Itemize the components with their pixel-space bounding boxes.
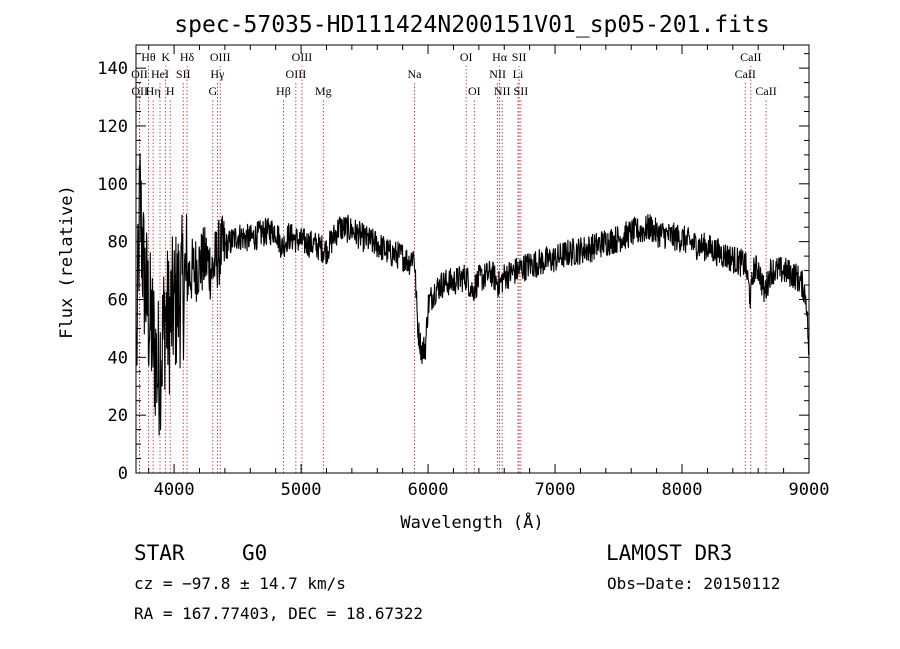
line-label: H bbox=[166, 84, 175, 98]
chart-title: spec-57035-HD111424N200151V01_sp05-201.f… bbox=[174, 12, 769, 38]
line-label: OII bbox=[131, 67, 148, 81]
line-label: CaII bbox=[740, 50, 761, 64]
x-axis-ticks: 4000 5000 6000 7000 8000 9000 bbox=[148, 45, 830, 500]
line-label: SII bbox=[176, 67, 191, 81]
line-label: SII bbox=[512, 50, 527, 64]
x-tick-label: 8000 bbox=[662, 480, 703, 500]
x-tick-label: 4000 bbox=[154, 480, 195, 500]
line-label: OI bbox=[468, 84, 481, 98]
line-label: CaII bbox=[755, 84, 776, 98]
y-tick-label: 0 bbox=[118, 464, 128, 484]
line-label: OIII bbox=[292, 50, 313, 64]
y-tick-label: 60 bbox=[108, 290, 128, 310]
line-label: SII bbox=[514, 84, 529, 98]
y-axis-label: Flux (relative) bbox=[57, 185, 77, 339]
line-label: OI bbox=[460, 50, 473, 64]
line-label: Na bbox=[407, 67, 422, 81]
line-label: NII bbox=[494, 84, 511, 98]
line-label: Hθ bbox=[141, 50, 156, 64]
line-label: Hδ bbox=[180, 50, 195, 64]
x-tick-label: 7000 bbox=[535, 480, 576, 500]
spectrum-line bbox=[136, 153, 810, 436]
object-class: STAR bbox=[134, 541, 185, 565]
x-tick-label: 5000 bbox=[281, 480, 322, 500]
line-label: Hα bbox=[492, 50, 508, 64]
x-tick-label: 6000 bbox=[408, 480, 449, 500]
line-label: Hγ bbox=[210, 67, 225, 81]
plot-frame bbox=[135, 44, 810, 474]
redshift-cz: cz = −97.8 ± 14.7 km/s bbox=[134, 574, 346, 593]
line-label: Hη bbox=[146, 84, 161, 98]
line-label: OIII bbox=[210, 50, 231, 64]
line-label: Hβ bbox=[276, 84, 291, 98]
y-tick-label: 20 bbox=[108, 406, 128, 426]
x-tick-label: 9000 bbox=[789, 480, 830, 500]
line-label: Li bbox=[513, 67, 524, 81]
y-axis-ticks: 0 20 40 60 80 100 120 140 bbox=[97, 53, 809, 484]
spectral-subclass: G0 bbox=[242, 541, 267, 565]
y-tick-label: 40 bbox=[108, 348, 128, 368]
line-label: NII bbox=[489, 67, 506, 81]
ra-dec: RA = 167.77403, DEC = 18.67322 bbox=[134, 604, 423, 623]
line-label: OIII bbox=[286, 67, 307, 81]
line-label: Mg bbox=[315, 84, 332, 98]
x-axis-label: Wavelength (Å) bbox=[400, 511, 543, 533]
y-tick-label: 140 bbox=[97, 59, 128, 79]
y-tick-label: 100 bbox=[97, 175, 128, 195]
line-label: G bbox=[208, 84, 217, 98]
emission-line-markers bbox=[139, 66, 767, 473]
line-label: K bbox=[161, 50, 170, 64]
y-tick-label: 120 bbox=[97, 117, 128, 137]
observation-date: Obs−Date: 20150112 bbox=[607, 574, 780, 593]
line-label: HeI bbox=[151, 67, 169, 81]
y-tick-label: 80 bbox=[108, 233, 128, 253]
line-label: CaII bbox=[735, 67, 756, 81]
survey-name: LAMOST DR3 bbox=[606, 541, 732, 565]
